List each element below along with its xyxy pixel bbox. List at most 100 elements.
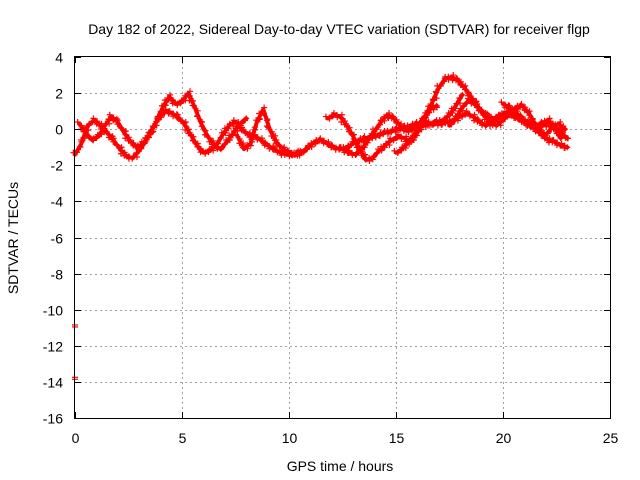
data-point (105, 134, 112, 141)
data-point (438, 121, 445, 128)
data-point (265, 124, 272, 131)
data-point (146, 129, 153, 136)
data-point (117, 124, 124, 131)
data-point (93, 119, 100, 126)
data-point (494, 121, 501, 128)
series-track-8 (498, 99, 564, 142)
data-points (70, 72, 571, 380)
data-point (300, 149, 307, 156)
data-point (145, 134, 152, 141)
data-point (440, 78, 447, 85)
data-point (549, 123, 556, 130)
data-point (258, 138, 265, 145)
data-point (285, 147, 292, 154)
data-point (78, 137, 85, 144)
data-point (492, 116, 499, 123)
data-point (564, 135, 571, 142)
y-tick-label: 4 (55, 50, 63, 66)
data-point (364, 139, 371, 146)
data-point (441, 75, 448, 82)
data-point (198, 123, 205, 130)
data-point (393, 118, 400, 125)
data-point (391, 147, 398, 154)
data-point (251, 124, 258, 131)
data-point (361, 133, 368, 140)
data-point (423, 118, 430, 125)
data-point (394, 150, 401, 157)
data-point (448, 121, 455, 128)
data-point (562, 126, 569, 133)
data-point (263, 140, 269, 147)
data-point (248, 133, 255, 140)
data-point (452, 105, 459, 112)
data-point (444, 113, 451, 120)
plot-frame (74, 56, 611, 419)
data-point (430, 121, 437, 128)
data-point (114, 121, 121, 128)
y-tick-label: -2 (51, 158, 64, 174)
data-point (312, 139, 319, 146)
data-point (406, 141, 413, 148)
data-point (553, 129, 560, 136)
data-point (390, 113, 397, 120)
data-point (433, 95, 440, 102)
data-point (244, 141, 251, 148)
data-point (230, 117, 237, 124)
data-point (390, 137, 397, 144)
data-point (425, 103, 432, 110)
x-axis-label: GPS time / hours (287, 458, 394, 474)
data-point (322, 113, 329, 120)
data-point (154, 115, 161, 122)
data-point (451, 117, 458, 124)
data-point (150, 128, 157, 135)
data-point (526, 112, 533, 119)
data-point (233, 131, 240, 138)
data-point (105, 116, 112, 123)
data-point (459, 91, 466, 98)
y-tick-label: -6 (51, 231, 64, 247)
data-point (460, 103, 467, 110)
data-point (385, 139, 392, 146)
data-point (545, 121, 552, 128)
data-point (393, 135, 400, 142)
data-point (90, 115, 97, 122)
series-track-2 (74, 88, 250, 153)
data-point (521, 117, 528, 124)
data-point (550, 137, 557, 144)
data-point (90, 137, 97, 144)
data-point (304, 143, 311, 150)
data-point (121, 152, 128, 159)
x-tick-label: 5 (179, 430, 187, 446)
data-point (240, 144, 247, 151)
data-point (410, 132, 417, 139)
data-point (422, 109, 429, 116)
data-point (279, 145, 286, 152)
data-point (382, 141, 389, 148)
data-point (472, 102, 479, 109)
data-point (464, 95, 471, 102)
data-point (518, 100, 525, 107)
data-point (503, 111, 510, 118)
data-point (456, 94, 463, 101)
data-point (541, 117, 548, 124)
data-point (497, 111, 504, 118)
y-tick-label: -14 (43, 375, 63, 391)
data-point (276, 142, 283, 149)
data-point (77, 143, 84, 150)
data-point (126, 137, 133, 144)
data-point (317, 135, 324, 142)
data-point (217, 134, 224, 141)
data-point (373, 150, 380, 157)
data-point (226, 121, 233, 128)
y-tick-label: -10 (43, 303, 63, 319)
axis-ticks: 0 5 10 15 20 25 -16 -14 -12 -10 -8 -6 -4 -2 0 2 4 (43, 50, 619, 447)
data-point (272, 140, 279, 147)
data-point (459, 107, 466, 114)
data-point (157, 108, 164, 115)
data-point (235, 118, 242, 125)
data-point (113, 141, 120, 148)
data-point (247, 142, 254, 149)
data-point (544, 130, 551, 137)
y-tick-label: -16 (43, 411, 63, 427)
